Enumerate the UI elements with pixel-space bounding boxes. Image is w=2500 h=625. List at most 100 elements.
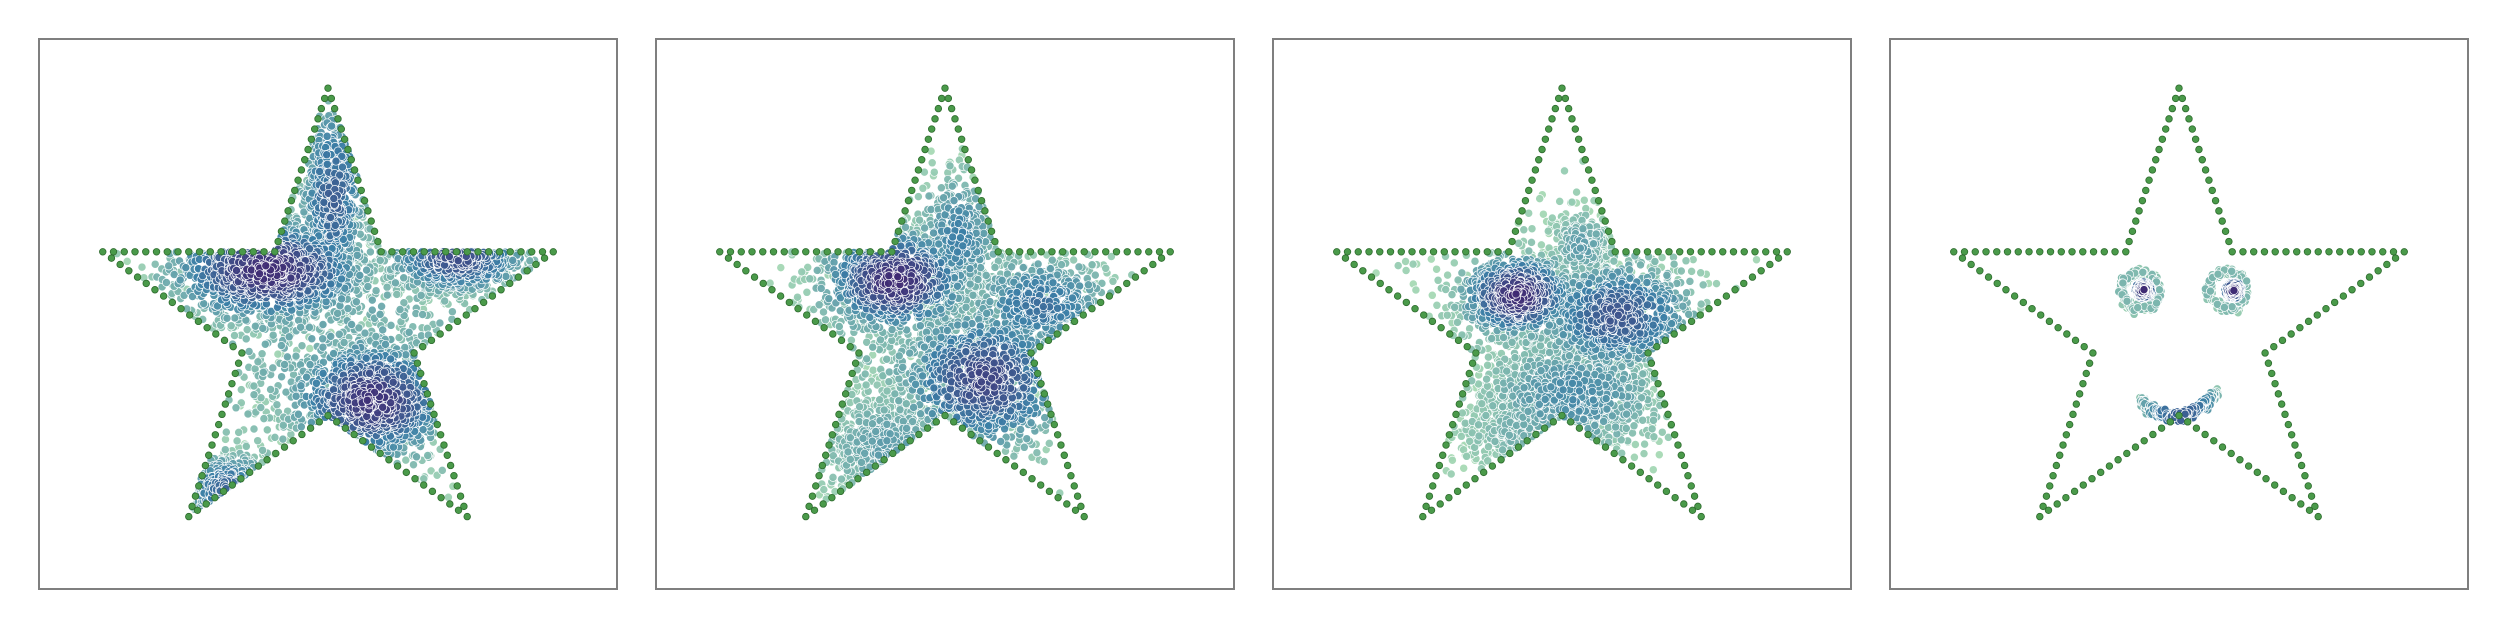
boundary-marker bbox=[367, 443, 376, 451]
data-point bbox=[819, 485, 829, 495]
boundary-marker bbox=[433, 420, 442, 429]
boundary-marker bbox=[327, 94, 336, 103]
data-point bbox=[296, 381, 306, 391]
boundary-marker bbox=[523, 267, 531, 275]
boundary-marker bbox=[411, 475, 419, 483]
data-point bbox=[333, 308, 343, 318]
data-point bbox=[354, 323, 364, 333]
data-point bbox=[234, 427, 244, 437]
data-point bbox=[375, 309, 385, 319]
data-point bbox=[122, 256, 132, 266]
data-point bbox=[282, 352, 292, 362]
data-point bbox=[765, 278, 775, 288]
boundary-marker bbox=[436, 431, 445, 439]
boundary-marker bbox=[423, 390, 432, 398]
boundary-marker bbox=[528, 248, 536, 256]
data-point bbox=[776, 263, 786, 273]
data-point bbox=[352, 250, 362, 260]
data-point bbox=[337, 294, 347, 304]
data-point bbox=[797, 267, 807, 277]
boundary-marker bbox=[419, 342, 427, 351]
data-point bbox=[322, 131, 332, 141]
data-point bbox=[232, 266, 241, 275]
boundary-marker bbox=[370, 227, 379, 236]
boundary-marker bbox=[221, 400, 230, 408]
boundary-marker bbox=[440, 441, 448, 449]
boundary-marker bbox=[271, 248, 279, 256]
data-point bbox=[418, 310, 428, 319]
boundary-marker bbox=[409, 248, 418, 256]
data-point bbox=[1039, 457, 1049, 466]
boundary-marker bbox=[304, 145, 312, 154]
boundary-marker bbox=[452, 248, 461, 256]
boundary-marker bbox=[294, 176, 302, 184]
boundary-marker bbox=[495, 248, 504, 256]
boundary-marker bbox=[364, 207, 372, 215]
boundary-marker bbox=[446, 461, 455, 470]
boundary-marker bbox=[228, 481, 236, 489]
data-point bbox=[232, 436, 242, 446]
data-point bbox=[322, 159, 332, 169]
data-point bbox=[377, 301, 387, 311]
data-point bbox=[409, 460, 418, 470]
data-point bbox=[293, 409, 303, 419]
boundary-marker bbox=[333, 418, 341, 426]
boundary-marker bbox=[402, 468, 411, 477]
boundary-marker bbox=[116, 260, 124, 269]
data-point bbox=[365, 247, 375, 257]
data-point bbox=[259, 414, 269, 424]
data-point bbox=[188, 292, 197, 301]
boundary-marker bbox=[152, 248, 161, 256]
boundary-marker bbox=[206, 248, 214, 256]
data-point bbox=[278, 434, 288, 444]
data-point bbox=[386, 320, 396, 330]
data-point bbox=[918, 183, 928, 193]
data-point bbox=[343, 304, 353, 313]
data-point bbox=[399, 298, 409, 308]
boundary-marker bbox=[260, 248, 268, 256]
boundary-marker bbox=[436, 330, 444, 338]
data-point bbox=[392, 289, 402, 299]
boundary-marker bbox=[357, 186, 365, 195]
boundary-marker bbox=[377, 248, 385, 256]
data-point bbox=[277, 372, 287, 382]
boundary-marker bbox=[347, 156, 355, 164]
data-point bbox=[404, 327, 414, 337]
boundary-marker bbox=[125, 267, 133, 275]
data-point bbox=[250, 321, 260, 331]
boundary-marker bbox=[337, 125, 345, 133]
boundary-marker bbox=[228, 248, 236, 256]
data-point bbox=[367, 305, 377, 315]
boundary-marker bbox=[238, 248, 247, 256]
boundary-marker bbox=[446, 500, 454, 508]
boundary-marker bbox=[311, 125, 319, 133]
data-point bbox=[286, 273, 296, 283]
boundary-marker bbox=[211, 431, 220, 439]
boundary-marker bbox=[540, 254, 549, 262]
boundary-marker bbox=[460, 502, 468, 511]
data-point bbox=[236, 385, 246, 395]
data-point bbox=[296, 422, 306, 432]
boundary-marker bbox=[315, 418, 323, 426]
data-point bbox=[262, 425, 272, 435]
boundary-marker bbox=[281, 217, 289, 225]
data-point bbox=[241, 334, 251, 344]
sample-points bbox=[112, 96, 541, 514]
boundary-marker bbox=[277, 227, 286, 236]
data-point bbox=[382, 290, 392, 300]
boundary-marker bbox=[420, 248, 428, 256]
data-point bbox=[381, 339, 390, 349]
data-point bbox=[802, 287, 812, 297]
boundary-marker bbox=[463, 512, 471, 521]
data-point bbox=[375, 255, 385, 265]
scatter-plot-2 bbox=[655, 38, 1235, 590]
boundary-marker bbox=[195, 482, 203, 490]
boundary-marker bbox=[234, 359, 243, 367]
boundary-marker bbox=[219, 487, 228, 496]
data-point bbox=[276, 341, 286, 350]
data-point bbox=[447, 307, 457, 317]
boundary-marker bbox=[142, 279, 150, 288]
panel-2 bbox=[655, 38, 1235, 590]
data-point bbox=[258, 323, 268, 333]
